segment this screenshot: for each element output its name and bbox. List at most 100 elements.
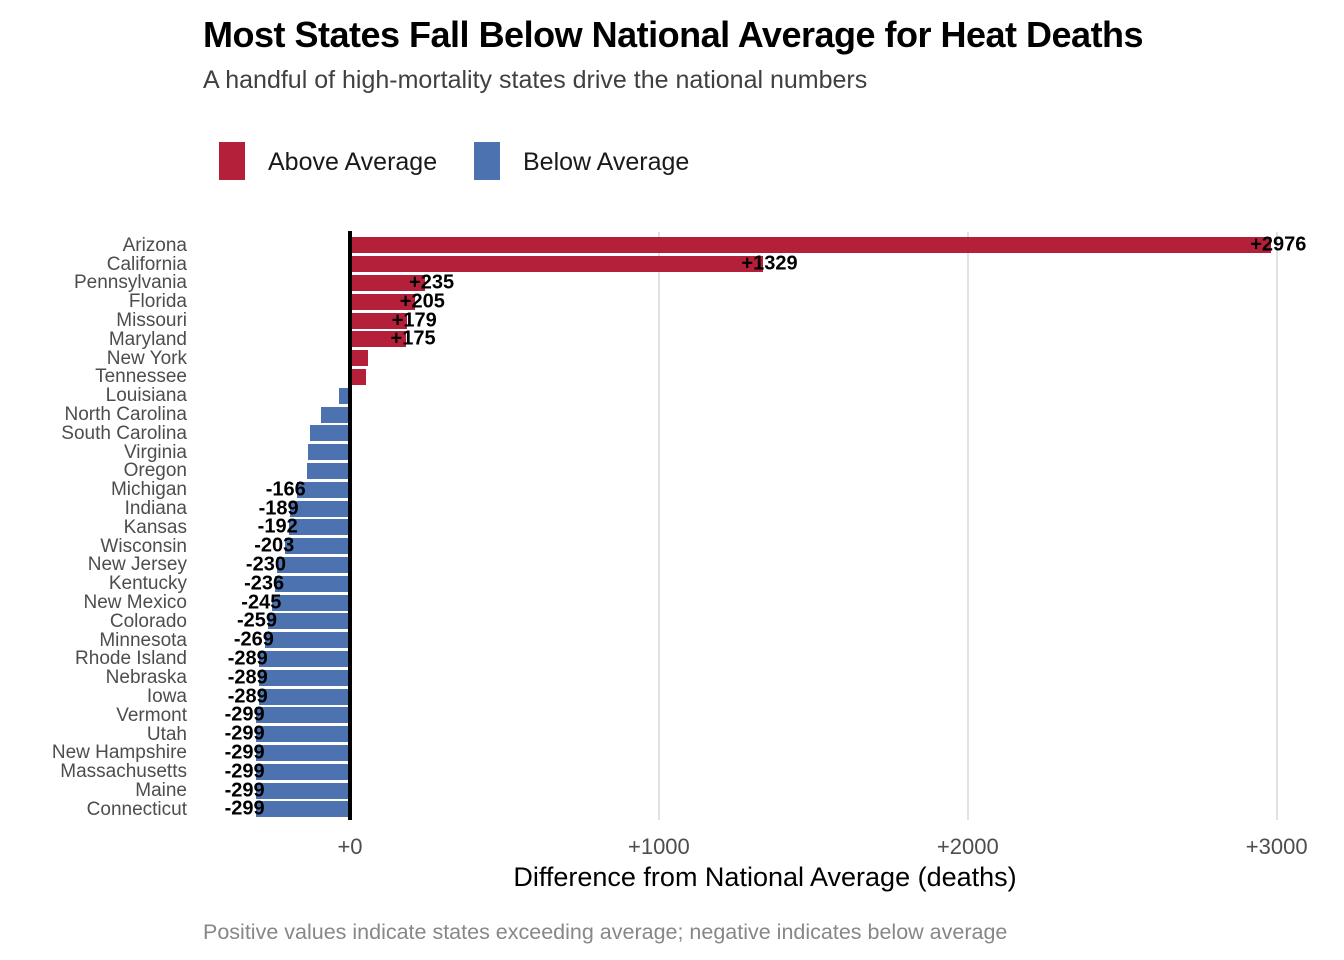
bar-below (258, 650, 348, 667)
bar-value-label: -299 (224, 779, 265, 801)
bar-above (352, 256, 763, 273)
chart-subtitle: A handful of high-mortality states drive… (203, 66, 868, 94)
bar-below (306, 462, 348, 479)
y-axis-label: Tennessee (95, 366, 187, 388)
bar-above (352, 312, 408, 329)
bar-value-label: -245 (241, 591, 282, 613)
bar-value-label: -259 (236, 609, 277, 632)
bar-below (289, 500, 348, 517)
y-axis-label: Kansas (123, 516, 187, 538)
bar-value-label: -192 (257, 515, 298, 538)
bar-below (255, 801, 348, 818)
x-tick-label: +2000 (936, 834, 999, 859)
gridline (657, 232, 660, 820)
bar-below (255, 726, 348, 743)
bar-value-label: -299 (224, 741, 265, 764)
bar-value-label: +175 (390, 327, 436, 350)
y-axis-label: Vermont (116, 704, 187, 726)
y-axis-label: California (106, 253, 187, 275)
chart-caption: Positive values indicate states exceedin… (203, 920, 1008, 944)
bar-below (255, 763, 348, 780)
legend-label-below-average: Below Average (523, 148, 690, 176)
bar-below (310, 425, 348, 442)
bar-below (255, 782, 348, 799)
y-axis-label: Wisconsin (100, 535, 187, 557)
bar-value-label: +179 (391, 309, 437, 331)
legend-swatch-above-average (219, 142, 245, 180)
bar-above (352, 350, 369, 367)
bar-value-label: -269 (233, 628, 274, 651)
bar-below (320, 406, 348, 423)
y-axis-label: Florida (128, 291, 187, 313)
y-axis-label: Michigan (110, 479, 187, 501)
y-axis-label: South Carolina (61, 422, 187, 444)
bar-value-label: -289 (227, 666, 268, 689)
chart-title: Most States Fall Below National Average … (203, 14, 1144, 55)
bar-below (307, 444, 348, 461)
gridline (1275, 232, 1278, 820)
y-axis-label: Louisiana (105, 385, 187, 407)
y-axis-label: Massachusetts (60, 761, 187, 783)
bar-value-label: +1329 (741, 252, 798, 275)
bar-value-label: -299 (224, 703, 265, 726)
y-axis-label: Utah (146, 723, 187, 745)
y-axis-label: New Hampshire (51, 742, 187, 764)
bar-value-label: +235 (409, 271, 455, 294)
y-axis-label: Colorado (109, 610, 187, 632)
y-axis-label: Arizona (122, 234, 187, 256)
bar-below (288, 519, 348, 536)
y-axis-label: Maine (135, 780, 187, 801)
bar-above (352, 237, 1272, 254)
y-axis-label: Kentucky (108, 573, 187, 595)
y-axis-label: Minnesota (99, 629, 187, 651)
bar-below (296, 481, 348, 498)
bar-value-label: -299 (224, 797, 265, 820)
bar-value-label: -299 (224, 722, 265, 745)
x-tick-label: +0 (337, 834, 363, 859)
bar-below (258, 669, 348, 686)
bar-value-label: -289 (227, 685, 268, 707)
zero-baseline (348, 231, 352, 820)
y-axis-label: Nebraska (105, 667, 187, 689)
bar-above (352, 368, 366, 385)
bar-below (255, 744, 348, 761)
legend-label-above-average: Above Average (268, 148, 438, 176)
bar-value-label: -299 (224, 760, 265, 783)
bar-above (352, 331, 407, 348)
x-tick-label: +3000 (1245, 834, 1308, 859)
y-axis-label: New Jersey (87, 554, 187, 576)
x-axis-title: Difference from National Average (deaths… (513, 862, 1017, 892)
bar-value-label: -166 (265, 478, 306, 501)
y-axis-label: North Carolina (64, 404, 188, 425)
y-axis-label: Iowa (146, 686, 187, 707)
bar-above (352, 274, 425, 291)
bar-value-label: +2976 (1250, 233, 1307, 256)
bar-below (285, 538, 348, 555)
bar-value-label: -189 (258, 497, 299, 519)
legend-swatch-below-average (474, 142, 500, 180)
bar-below (255, 707, 348, 724)
bar-value-label: -236 (244, 572, 285, 595)
bar-value-label: +205 (399, 290, 445, 313)
bar-value-label: -289 (227, 647, 268, 670)
bar-below (258, 688, 348, 705)
bar-value-label: -230 (245, 553, 286, 576)
y-axis-label: Pennsylvania (73, 272, 187, 294)
x-tick-label: +1000 (627, 834, 690, 859)
bar-below (338, 387, 348, 404)
y-axis-label: Virginia (123, 441, 187, 463)
bar-below (276, 556, 348, 573)
y-axis-label: Missouri (116, 310, 187, 331)
y-axis-label: Maryland (108, 328, 187, 350)
y-axis-label: New York (106, 347, 187, 369)
y-axis-label: Rhode Island (75, 648, 187, 670)
y-axis-label: Connecticut (86, 798, 187, 820)
bar-below (267, 613, 348, 630)
bar-below (272, 594, 348, 611)
gridline (966, 232, 969, 820)
bar-above (352, 293, 416, 310)
y-axis-label: Indiana (124, 498, 187, 519)
bar-below (264, 632, 348, 649)
